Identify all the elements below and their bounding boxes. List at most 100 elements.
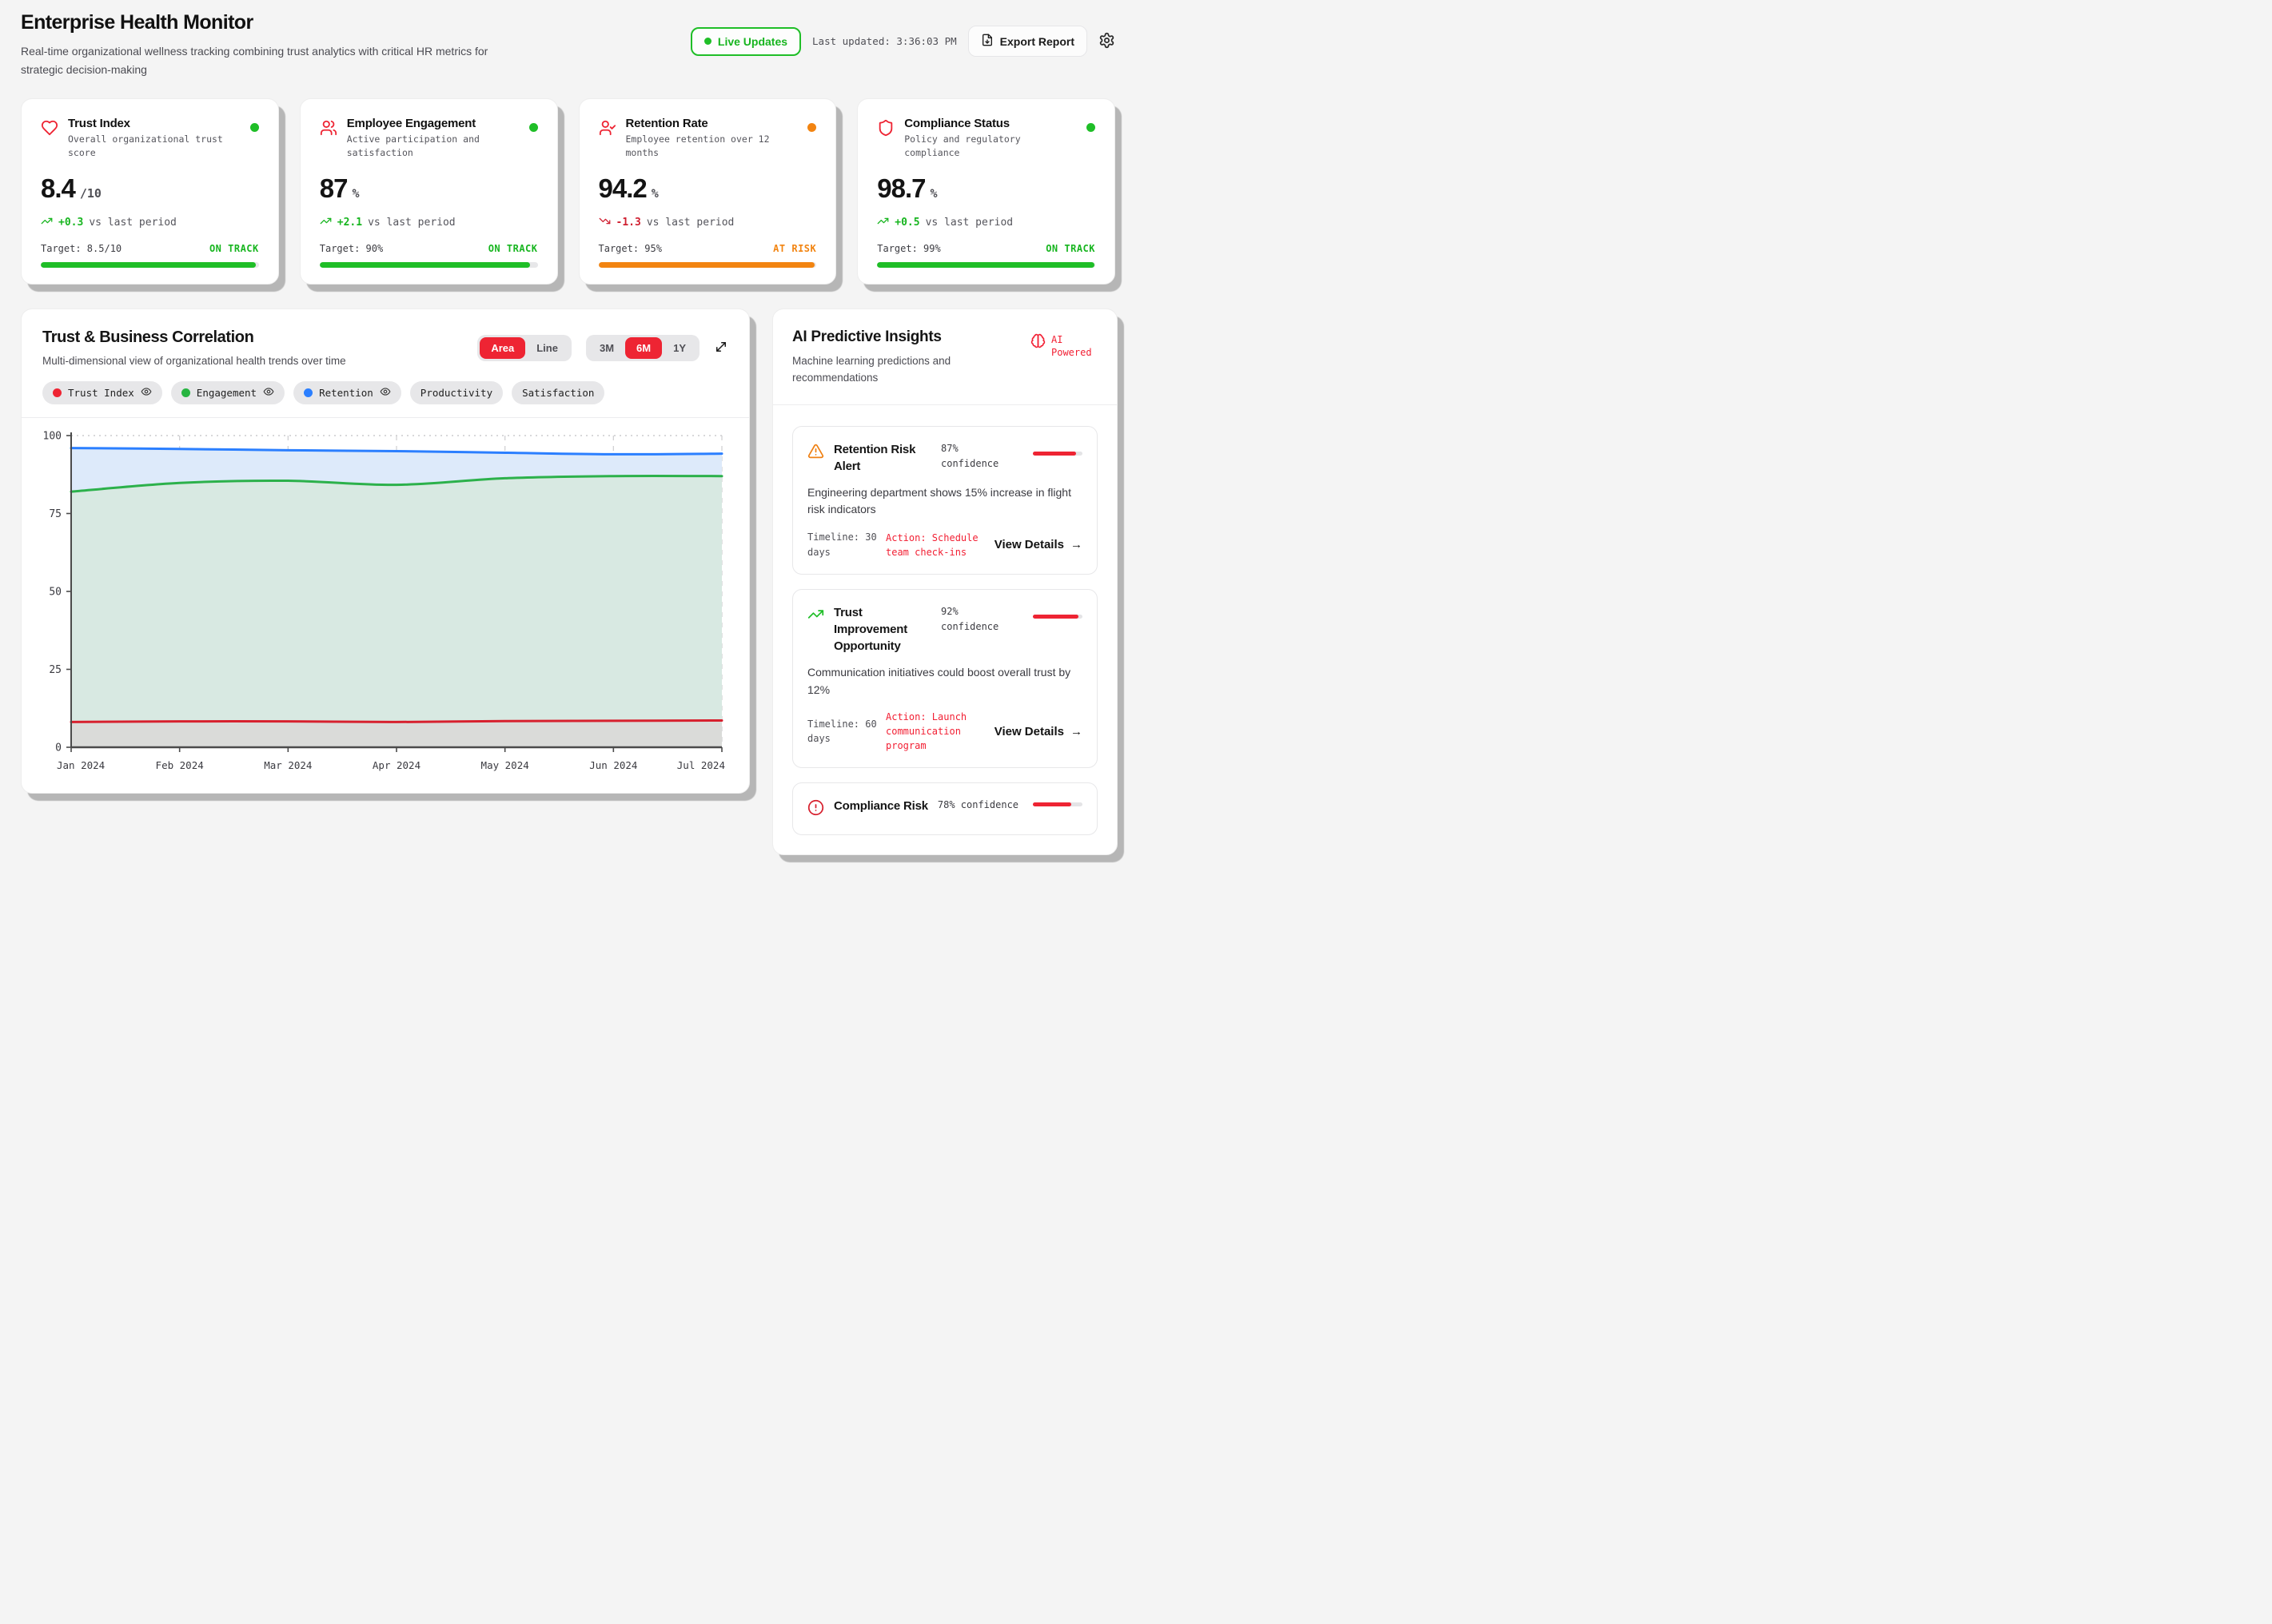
main-content: Trust & Business Correlation Multi-dimen… xyxy=(21,308,1118,856)
kpi-progress-track xyxy=(41,261,259,268)
insight-card-compliance-risk: Compliance Risk 78% confidence xyxy=(792,782,1098,836)
page-title: Enterprise Health Monitor xyxy=(21,11,253,34)
insights-subtitle: Machine learning predictions and recomme… xyxy=(792,354,951,384)
legend-chip-productivity[interactable]: Productivity xyxy=(409,380,504,404)
trend-up-icon xyxy=(320,215,332,230)
kpi-description: Policy and regulatory compliance xyxy=(904,133,1021,159)
confidence-bar-fill xyxy=(1033,802,1072,807)
ai-insights-panel: AI Predictive Insights Machine learning … xyxy=(772,308,1118,856)
correlation-chart-svg: 0 25 50 75 100 Jan 2024 Feb 2024 Mar 2024 Apr 20… xyxy=(43,430,725,771)
expand-icon xyxy=(714,340,728,356)
heart-icon xyxy=(41,119,58,141)
export-report-button[interactable]: Export Report xyxy=(967,26,1087,57)
view-details-label: View Details xyxy=(994,724,1064,738)
insight-confidence: 87% confidence xyxy=(941,442,999,469)
svg-text:Mar 2024: Mar 2024 xyxy=(264,759,312,771)
kpi-status-badge: AT RISK xyxy=(773,242,817,254)
insight-title: Compliance Risk xyxy=(834,799,928,814)
svg-text:50: 50 xyxy=(49,586,62,598)
page-subtitle: Real-time organizational wellness tracki… xyxy=(21,45,488,77)
confidence-bar-fill xyxy=(1033,451,1076,456)
eye-icon xyxy=(263,386,274,400)
toggle-option-line[interactable]: Line xyxy=(525,337,569,359)
live-updates-badge[interactable]: Live Updates xyxy=(690,26,802,56)
legend-chip-label: Engagement xyxy=(196,386,257,399)
status-dot xyxy=(807,123,817,133)
chart-header-left: Trust & Business Correlation Multi-dimen… xyxy=(42,328,346,367)
svg-text:75: 75 xyxy=(49,508,62,520)
view-details-button[interactable]: View Details → xyxy=(994,725,1082,738)
insight-title: Trust Improvement Opportunity xyxy=(834,606,907,654)
confidence-bar-track xyxy=(1033,802,1082,807)
ai-powered-label: AI Powered xyxy=(1051,333,1092,359)
trend-up-icon xyxy=(41,215,53,230)
page-header: Enterprise Health Monitor Real-time orga… xyxy=(21,11,1115,79)
status-dot xyxy=(249,123,259,133)
insights-title: AI Predictive Insights xyxy=(792,328,942,345)
kpi-value: 8.4 xyxy=(41,173,76,203)
insight-description: Engineering department shows 15% increas… xyxy=(807,485,1071,516)
kpi-card-retention-rate: Retention Rate Employee retention over 1… xyxy=(578,98,837,285)
chart-subtitle: Multi-dimensional view of organizational… xyxy=(42,354,346,367)
insight-card-trust-improvement: Trust Improvement Opportunity 92% confid… xyxy=(792,589,1098,769)
chart-range-toggle: 3M 6M 1Y xyxy=(585,334,700,361)
kpi-value: 98.7 xyxy=(877,173,926,203)
legend-chip-engagement[interactable]: Engagement xyxy=(170,380,285,404)
kpi-card-employee-engagement: Employee Engagement Active participation… xyxy=(299,98,558,285)
warning-triangle-icon xyxy=(807,443,824,464)
series-dot xyxy=(304,388,313,397)
kpi-title: Trust Index xyxy=(68,117,130,131)
gear-icon xyxy=(1098,32,1115,51)
expand-chart-button[interactable] xyxy=(714,340,728,356)
kpi-value: 94.2 xyxy=(598,173,648,203)
kpi-title: Retention Rate xyxy=(625,117,708,131)
series-dot xyxy=(181,388,190,397)
kpi-description: Overall organizational trust score xyxy=(68,133,223,159)
chart-divider xyxy=(22,416,749,418)
legend-chip-retention[interactable]: Retention xyxy=(293,380,401,404)
kpi-delta-note: vs last period xyxy=(368,216,456,229)
user-check-icon xyxy=(599,119,616,141)
kpi-target: Target: 8.5/10 xyxy=(41,242,122,254)
confidence-bar-fill xyxy=(1033,615,1079,619)
kpi-description: Active participation and satisfaction xyxy=(346,133,480,159)
insight-title: Retention Risk Alert xyxy=(834,442,916,473)
kpi-status-badge: ON TRACK xyxy=(209,242,259,254)
eye-icon xyxy=(380,386,391,400)
legend-chip-label: Productivity xyxy=(420,386,493,399)
toggle-option-3m[interactable]: 3M xyxy=(588,337,625,359)
kpi-delta-note: vs last period xyxy=(89,216,177,229)
kpi-delta: +0.5 xyxy=(895,216,920,229)
settings-button[interactable] xyxy=(1098,32,1115,51)
insight-timeline: Timeline: 60 days xyxy=(807,718,877,745)
kpi-title: Compliance Status xyxy=(904,117,1010,131)
live-updates-label: Live Updates xyxy=(717,34,788,48)
insights-divider xyxy=(773,404,1117,405)
kpi-delta-note: vs last period xyxy=(925,216,1014,229)
kpi-unit: % xyxy=(930,185,938,201)
arrow-right-icon: → xyxy=(1070,724,1082,738)
toggle-option-6m[interactable]: 6M xyxy=(625,336,663,359)
legend-chip-satisfaction[interactable]: Satisfaction xyxy=(512,380,605,404)
eye-icon xyxy=(141,386,152,400)
toggle-option-area[interactable]: Area xyxy=(480,336,526,359)
file-download-icon xyxy=(981,34,994,49)
insight-confidence: 92% confidence xyxy=(941,606,999,633)
kpi-card-trust-index: Trust Index Overall organizational trust… xyxy=(21,98,279,285)
alert-circle-icon xyxy=(807,799,824,820)
trending-up-icon xyxy=(807,606,824,627)
status-dot xyxy=(1086,123,1095,133)
kpi-progress-track xyxy=(319,261,538,268)
legend-chip-trust-index[interactable]: Trust Index xyxy=(42,380,162,404)
kpi-row: Trust Index Overall organizational trust… xyxy=(21,98,1115,285)
brain-icon xyxy=(1030,333,1046,352)
view-details-button[interactable]: View Details → xyxy=(994,538,1082,551)
view-details-label: View Details xyxy=(994,538,1064,551)
last-updated-text: Last updated: 3:36:03 PM xyxy=(812,35,957,47)
insight-card-retention-risk: Retention Risk Alert 87% confidence Engi… xyxy=(792,425,1098,575)
toggle-option-1y[interactable]: 1Y xyxy=(662,337,697,359)
export-report-label: Export Report xyxy=(999,34,1074,48)
ai-powered-badge: AI Powered xyxy=(1030,333,1098,360)
kpi-unit: % xyxy=(651,185,659,201)
trend-down-icon xyxy=(599,215,611,230)
